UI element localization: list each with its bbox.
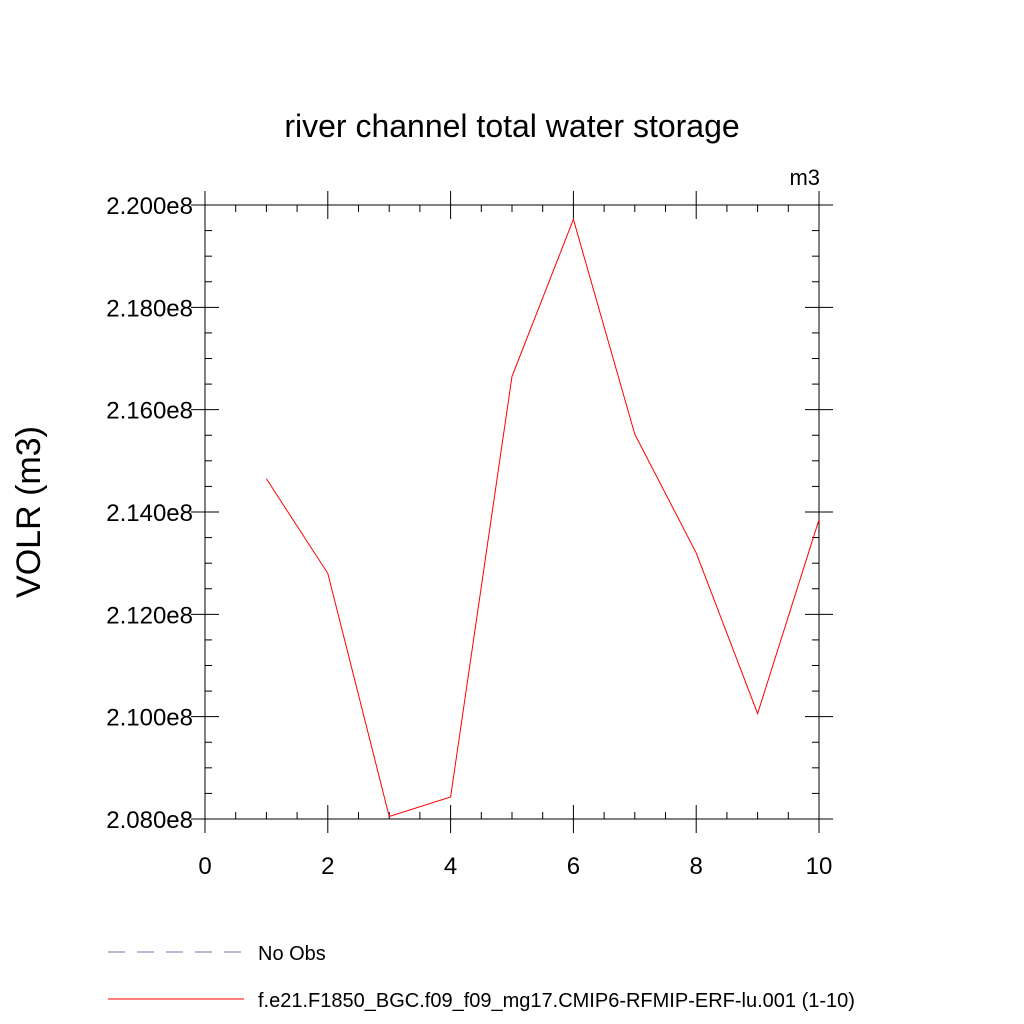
y-tick-label: 2.120e8 <box>106 602 193 629</box>
x-tick-label: 4 <box>444 853 457 880</box>
units-label: m3 <box>789 165 820 190</box>
series-line-0 <box>265 217 820 818</box>
x-tick-label: 10 <box>806 853 833 880</box>
x-tick-label: 6 <box>567 853 580 880</box>
y-tick-label: 2.080e8 <box>106 807 193 834</box>
chart-title: river channel total water storage <box>284 108 739 144</box>
y-axis-label: VOLR (m3) <box>10 426 48 598</box>
legend-label-no-obs: No Obs <box>258 943 326 965</box>
y-tick-label: 2.100e8 <box>106 705 193 732</box>
y-tick-label: 2.160e8 <box>106 398 193 425</box>
legend: No Obs f.e21.F1850_BGC.f09_f09_mg17.CMIP… <box>108 943 855 1012</box>
y-tick-label: 2.140e8 <box>106 500 193 527</box>
axis-ticks <box>191 191 833 833</box>
y-tick-label: 2.200e8 <box>106 193 193 220</box>
legend-label-series: f.e21.F1850_BGC.f09_f09_mg17.CMIP6-RFMIP… <box>258 990 855 1012</box>
y-tick-labels: 2.080e8 2.100e8 2.120e8 2.140e8 2.160e8 2.180… <box>106 193 193 834</box>
series-group <box>265 217 820 818</box>
x-tick-label: 2 <box>321 853 334 880</box>
x-tick-labels: 0 2 4 6 8 10 <box>198 853 832 880</box>
plot-frame <box>204 204 820 820</box>
x-tick-label: 8 <box>690 853 703 880</box>
x-tick-label: 0 <box>198 853 211 880</box>
y-tick-label: 2.180e8 <box>106 295 193 322</box>
